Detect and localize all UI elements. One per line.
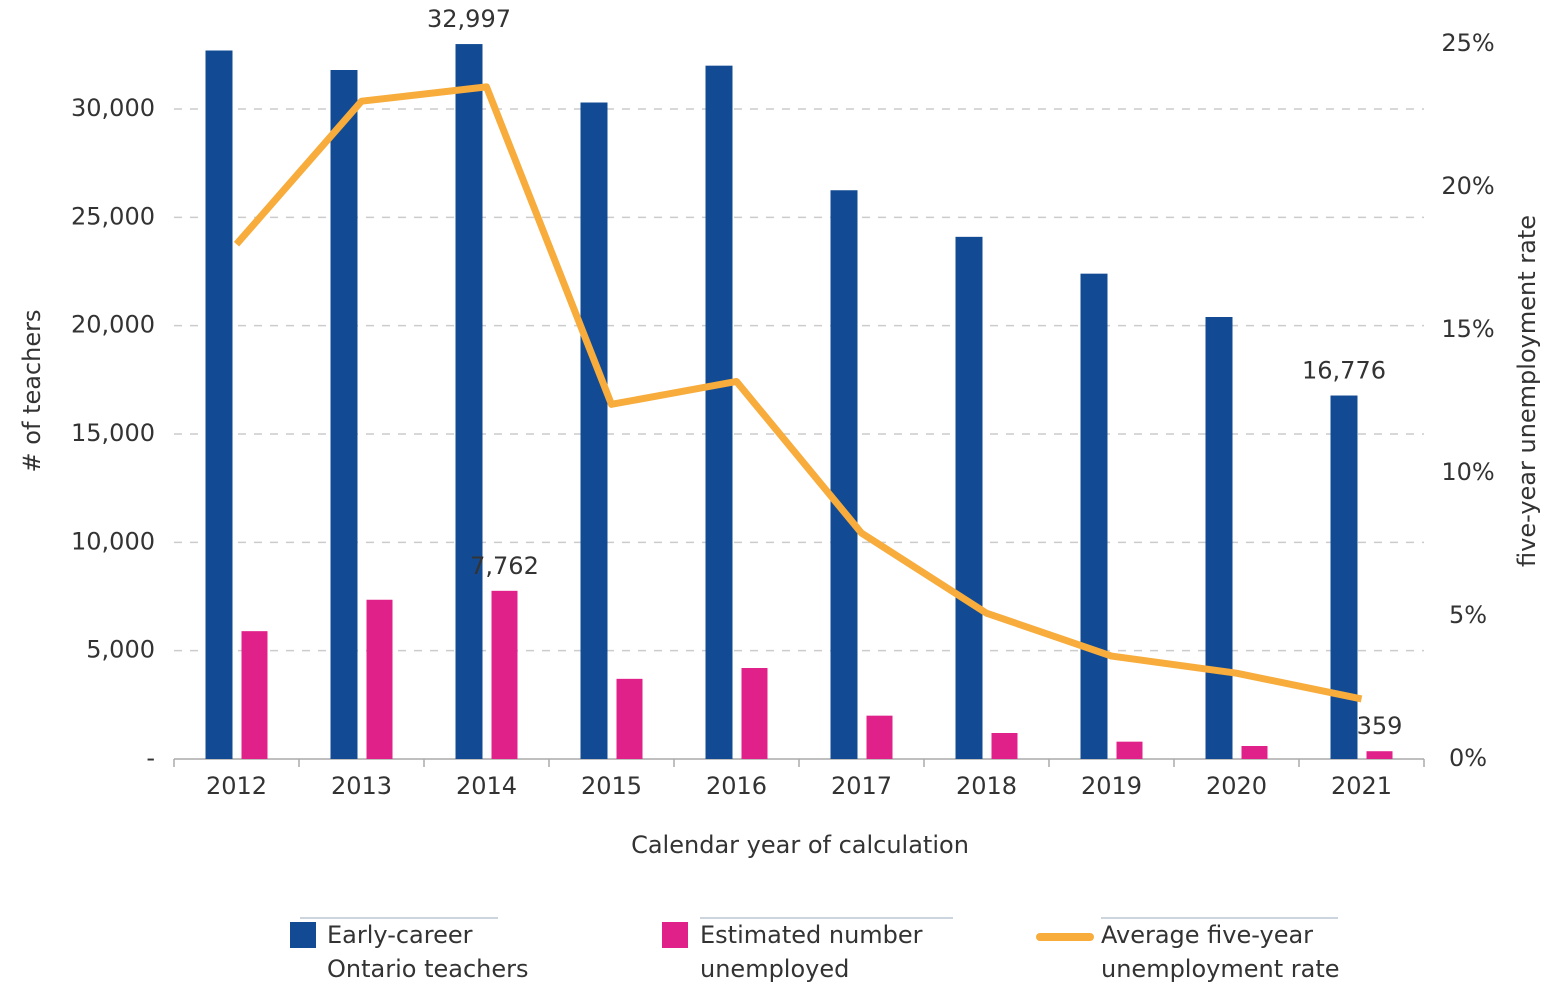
- legend-mark: [662, 922, 688, 948]
- bar: [1080, 273, 1108, 759]
- bar: [205, 50, 233, 759]
- y2-tick-label: 25%: [1441, 29, 1494, 57]
- x-tick-label: 2013: [331, 772, 392, 800]
- bar: [616, 678, 643, 759]
- bar: [705, 65, 733, 759]
- bar: [1366, 751, 1393, 759]
- y-tick-label: -: [146, 744, 155, 772]
- y2-tick-label: 5%: [1449, 601, 1487, 629]
- x-tick-label: 2012: [206, 772, 267, 800]
- y-tick-label: 30,000: [71, 94, 155, 122]
- bar: [491, 590, 518, 759]
- line: [233, 83, 1363, 703]
- x-tick-label: 2020: [1206, 772, 1267, 800]
- legend-label: Average five-year unemployment rate: [1101, 921, 1340, 983]
- x-tick-label: 2014: [456, 772, 517, 800]
- x-tick-label: 2019: [1081, 772, 1142, 800]
- bar: [1205, 317, 1233, 759]
- y2-axis-label: five-year unemployment rate: [1513, 215, 1541, 567]
- bar: [366, 599, 393, 759]
- bar: [241, 631, 268, 759]
- x-axis-label: Calendar year of calculation: [631, 831, 969, 859]
- y2-tick-label: 20%: [1441, 172, 1494, 200]
- bar: [866, 715, 893, 759]
- bar: [455, 44, 483, 759]
- y2-tick-label: 15%: [1441, 315, 1494, 343]
- x-tick-label: 2016: [706, 772, 767, 800]
- x-tick-label: 2015: [581, 772, 642, 800]
- data-label: 16,776: [1302, 357, 1386, 385]
- legend-label: Estimated number unemployed: [700, 921, 923, 983]
- legend-label: Early-career Ontario teachers: [327, 921, 529, 983]
- y-axis-label: # of teachers: [18, 310, 46, 473]
- y-tick-label: 5,000: [86, 636, 155, 664]
- x-tick-label: 2021: [1331, 772, 1392, 800]
- bar: [991, 733, 1018, 759]
- y-tick-label: 10,000: [71, 527, 155, 555]
- x-tick-label: 2018: [956, 772, 1017, 800]
- bar: [830, 190, 858, 759]
- x-tick-label: 2017: [831, 772, 892, 800]
- y2-tick-label: 0%: [1449, 744, 1487, 772]
- bar: [1116, 741, 1143, 759]
- y-tick-label: 15,000: [71, 419, 155, 447]
- legend-mark: [290, 922, 316, 948]
- y2-tick-label: 10%: [1441, 458, 1494, 486]
- bar: [1241, 746, 1268, 759]
- bar: [1330, 395, 1358, 759]
- bar: [580, 102, 608, 759]
- data-label: 359: [1357, 712, 1403, 740]
- bar: [955, 236, 983, 760]
- bar: [741, 668, 768, 759]
- bar: [330, 70, 358, 759]
- y-tick-label: 25,000: [71, 202, 155, 230]
- y-tick-label: 20,000: [71, 311, 155, 339]
- data-label: 32,997: [427, 5, 511, 33]
- data-label: 7,762: [470, 552, 539, 580]
